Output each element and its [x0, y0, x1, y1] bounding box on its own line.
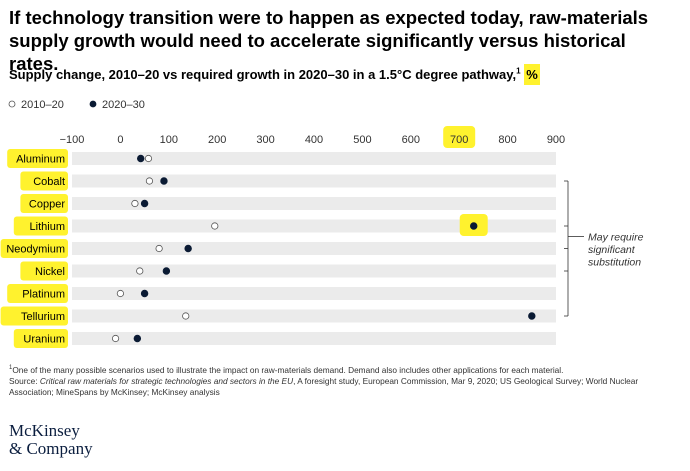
x-tick-label: 400 [305, 134, 323, 146]
legend-2020-30-label: 2020–30 [102, 99, 145, 111]
footnote: 1One of the many possible scenarios used… [9, 365, 679, 398]
point-2010-20-platinum [116, 289, 125, 298]
category-highlight-tellurium [0, 306, 69, 326]
point-2020-30-neodymium [184, 244, 192, 253]
point-2020-30-tellurium [528, 312, 536, 320]
footnote-note: One of the many possible scenarios used … [12, 365, 564, 375]
x-tick-label: −100 [60, 134, 85, 146]
category-label-aluminum: Aluminum [16, 154, 65, 166]
x-tick-label: 200 [208, 134, 226, 146]
point-2010-20-copper [131, 199, 139, 208]
x-tick-label: 900 [547, 134, 565, 146]
point-2020-30-lithium [470, 222, 478, 230]
legend-2010-20-marker [8, 100, 16, 108]
row-band-uranium [72, 332, 556, 345]
tick-highlight-700 [443, 126, 476, 148]
chart-title: If technology transition were to happen … [9, 7, 649, 74]
footnote-source-prefix: Source: [9, 376, 40, 386]
category-highlight-aluminum [7, 149, 68, 168]
x-tick-label: 300 [256, 134, 274, 146]
category-highlight-neodymium [0, 239, 69, 258]
category-label-lithium: Lithium [30, 221, 65, 233]
row-band-nickel [72, 264, 556, 278]
category-label-cobalt: Cobalt [33, 176, 65, 188]
chart-subtitle: Supply change, 2010–20 vs required growt… [9, 64, 679, 85]
category-label-uranium: Uranium [23, 334, 65, 346]
legend-2020-30-marker [89, 100, 97, 108]
point-2020-30-cobalt [160, 177, 168, 185]
point-2010-20-nickel [136, 267, 144, 275]
category-highlight-nickel [20, 261, 68, 281]
annotation-line: significant [588, 244, 636, 256]
row-band-neodymium [72, 242, 556, 255]
row-band-copper [72, 197, 556, 210]
x-tick-label: 500 [353, 134, 371, 146]
subtitle-unit: % [524, 64, 540, 85]
row-band-aluminum [72, 152, 556, 165]
x-tick-label: 800 [498, 134, 516, 146]
annotation-text: May require significant substitution [588, 232, 644, 269]
footnote-source-rest: , A foresight study, European Commission… [9, 376, 639, 397]
x-tick-label: 600 [402, 134, 420, 146]
row-band-cobalt [72, 174, 556, 188]
point-2010-20-cobalt [145, 177, 154, 185]
dot-plot-chart: 2010–20 2020–30 −100 0 100 200 300 400 500 600 700… [0, 99, 644, 348]
point-2020-30-aluminum [137, 154, 145, 163]
point-2020-30-nickel [162, 267, 171, 275]
point-2020-30-platinum [140, 289, 149, 298]
point-2010-20-tellurium [182, 312, 190, 320]
annotation-line: substitution [588, 257, 641, 269]
mckinsey-logo: McKinsey & Company [9, 422, 93, 458]
category-highlight-lithium [13, 216, 69, 236]
annotation-line: May require [588, 232, 644, 244]
footnote-source-title: Critical raw materials for strategic tec… [39, 376, 294, 386]
point-2010-20-lithium [211, 222, 219, 230]
footnote-note-line: 1One of the many possible scenarios used… [9, 365, 679, 376]
logo-line-2: & Company [9, 439, 93, 458]
logo-line-1: McKinsey [9, 421, 80, 440]
point-2020-30-copper [140, 199, 149, 208]
x-tick-label: 700 [450, 134, 468, 146]
footnote-marker: 1 [9, 365, 13, 372]
category-label-platinum: Platinum [22, 289, 65, 301]
x-tick-label: 0 [117, 134, 123, 146]
point-2010-20-neodymium [155, 244, 163, 253]
footnote-source-line: Source: Critical raw materials for strat… [9, 376, 679, 398]
category-highlight-uranium [13, 329, 69, 348]
subtitle-footnote-ref: 1 [516, 66, 521, 76]
x-tick-label: 100 [160, 134, 178, 146]
category-label-neodymium: Neodymium [6, 244, 65, 256]
point-2010-20-aluminum [144, 154, 153, 163]
row-band-platinum [72, 287, 556, 300]
category-label-tellurium: Tellurium [21, 311, 65, 323]
category-highlight-cobalt [20, 171, 68, 191]
legend-2010-20-label: 2010–20 [21, 99, 64, 111]
category-highlight-platinum [7, 284, 68, 303]
row-band-lithium [72, 219, 556, 233]
row-band-tellurium [72, 309, 556, 323]
subtitle-text: Supply change, 2010–20 vs required growt… [9, 67, 517, 82]
category-highlight-copper [20, 194, 68, 213]
category-label-nickel: Nickel [35, 266, 65, 278]
category-label-copper: Copper [29, 199, 65, 211]
point-2020-30-uranium [133, 334, 142, 343]
point-2010-20-uranium [111, 334, 120, 343]
